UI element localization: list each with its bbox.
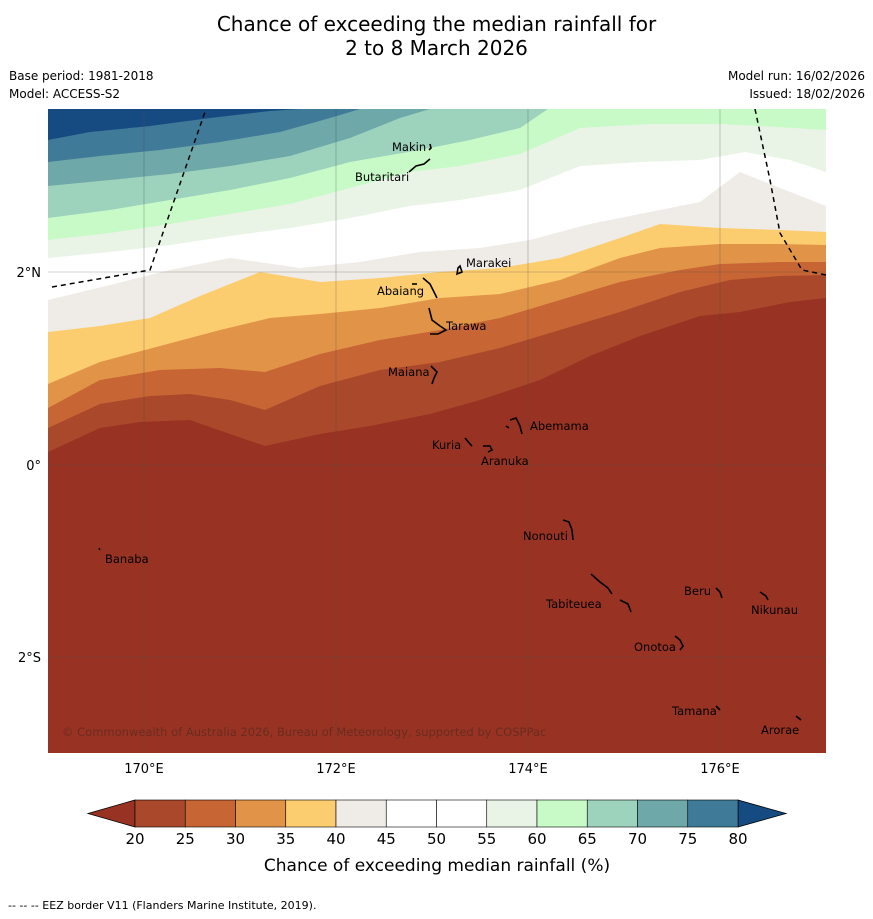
colorbar-segment	[285, 799, 337, 828]
island-tamana	[715, 705, 721, 711]
island-onotoa	[674, 635, 684, 651]
meta-right: Model run: 16/02/2026 Issued: 18/02/2026	[728, 67, 865, 103]
colorbar-tick-label: 45	[377, 830, 396, 848]
island-abemama-2	[505, 425, 510, 429]
eez-border-west	[51, 109, 207, 288]
colorbar-tick-label: 20	[125, 830, 144, 848]
colorbar-tick-label: 55	[477, 830, 496, 848]
colorbar: 20 25 30 35 40 45 50 55 60 65 70 75 80 Chance of exc…	[86, 799, 788, 876]
colorbar-segment	[436, 799, 488, 828]
colorbar-label: Chance of exceeding median rainfall (%)	[264, 856, 610, 876]
lon-label-176: 176°E	[700, 762, 740, 777]
place-beru: Beru	[684, 584, 711, 598]
footnote: -- -- -- EEZ border V11 (Flanders Marine…	[8, 899, 317, 912]
copyright-notice: © Commonwealth of Australia 2026, Bureau…	[62, 725, 546, 739]
colorbar-under-arrow	[86, 799, 136, 828]
colorbar-segment	[536, 799, 588, 828]
island-nikunau	[759, 591, 769, 601]
model-name: Model: ACCESS-S2	[9, 87, 121, 101]
island-abemama	[509, 417, 523, 435]
colorbar-tick-label: 60	[527, 830, 546, 848]
colorbar-tick-label: 25	[176, 830, 195, 848]
meta-left: Base period: 1981-2018 Model: ACCESS-S2	[9, 67, 154, 103]
island-abaiang	[422, 277, 438, 299]
lat-label-0: 0°	[26, 459, 41, 474]
issued-date: Issued: 18/02/2026	[749, 87, 865, 101]
colorbar-tick-label: 75	[678, 830, 697, 848]
title-line-1: Chance of exceeding the median rainfall …	[216, 12, 657, 36]
island-tabiteuea	[590, 573, 613, 595]
island-tarawa	[428, 307, 448, 335]
lat-label-2n: 2°N	[17, 266, 42, 281]
colorbar-tick-label: 70	[628, 830, 647, 848]
place-tamana: Tamana	[671, 704, 717, 718]
place-nonouti: Nonouti	[523, 529, 568, 543]
island-maiana	[430, 365, 438, 385]
colorbar-tick-label: 65	[578, 830, 597, 848]
colorbar-segment	[134, 799, 186, 828]
graticule	[48, 109, 826, 753]
map-title: Chance of exceeding the median rainfall …	[0, 12, 873, 60]
island-arorae	[795, 715, 802, 721]
lon-label-174: 174°E	[508, 762, 548, 777]
island-beru	[715, 587, 723, 599]
model-run: Model run: 16/02/2026	[727, 69, 865, 83]
colorbar-segment	[687, 799, 739, 828]
colorbar-tick-label: 40	[326, 830, 345, 848]
colorbar-segment	[385, 799, 437, 828]
title-line-2: 2 to 8 March 2026	[345, 36, 528, 60]
place-arorae: Arorae	[761, 723, 799, 737]
island-butaritari	[408, 158, 431, 173]
island-kuria	[464, 437, 473, 447]
place-butaritari: Butaritari	[355, 170, 409, 184]
colorbar-segment	[235, 799, 287, 828]
colorbar-segment	[637, 799, 689, 828]
place-abemama: Abemama	[530, 419, 589, 433]
place-aranuka: Aranuka	[481, 454, 529, 468]
place-kuria: Kuria	[432, 438, 461, 452]
island-shapes	[98, 143, 802, 721]
place-makin: Makin	[392, 140, 426, 154]
place-abaiang: Abaiang	[377, 284, 424, 298]
colorbar-segment	[184, 799, 236, 828]
island-nonouti	[562, 519, 574, 541]
colorbar-segment	[586, 799, 638, 828]
colorbar-tick-label: 80	[728, 830, 747, 848]
colorbar-tick-label: 35	[276, 830, 295, 848]
lon-label-172: 172°E	[316, 762, 356, 777]
lon-label-170: 170°E	[124, 762, 164, 777]
island-banaba	[98, 547, 101, 551]
place-tabiteuea: Tabiteuea	[545, 597, 602, 611]
colorbar-tick-label: 50	[427, 830, 446, 848]
place-maiana: Maiana	[388, 365, 430, 379]
place-banaba: Banaba	[105, 552, 149, 566]
colorbar-over-arrow	[737, 799, 788, 828]
island-aranuka	[483, 445, 494, 453]
lat-label-2s: 2°S	[18, 651, 41, 666]
eez-border-east	[754, 109, 826, 276]
place-onotoa: Onotoa	[634, 640, 676, 654]
map-area: Makin Butaritari Marakei Abaiang Tarawa …	[48, 109, 826, 753]
place-tarawa: Tarawa	[445, 319, 486, 333]
colorbar-tick-label: 30	[226, 830, 245, 848]
colorbar-segment	[335, 799, 387, 828]
place-nikunau: Nikunau	[751, 603, 798, 617]
place-marakei: Marakei	[466, 256, 511, 270]
island-makin	[428, 143, 432, 151]
colorbar-segment	[486, 799, 538, 828]
island-tabiteuea-2	[619, 599, 632, 613]
band-under-20	[48, 298, 826, 753]
island-marakei	[455, 264, 463, 276]
base-period: Base period: 1981-2018	[9, 69, 154, 83]
